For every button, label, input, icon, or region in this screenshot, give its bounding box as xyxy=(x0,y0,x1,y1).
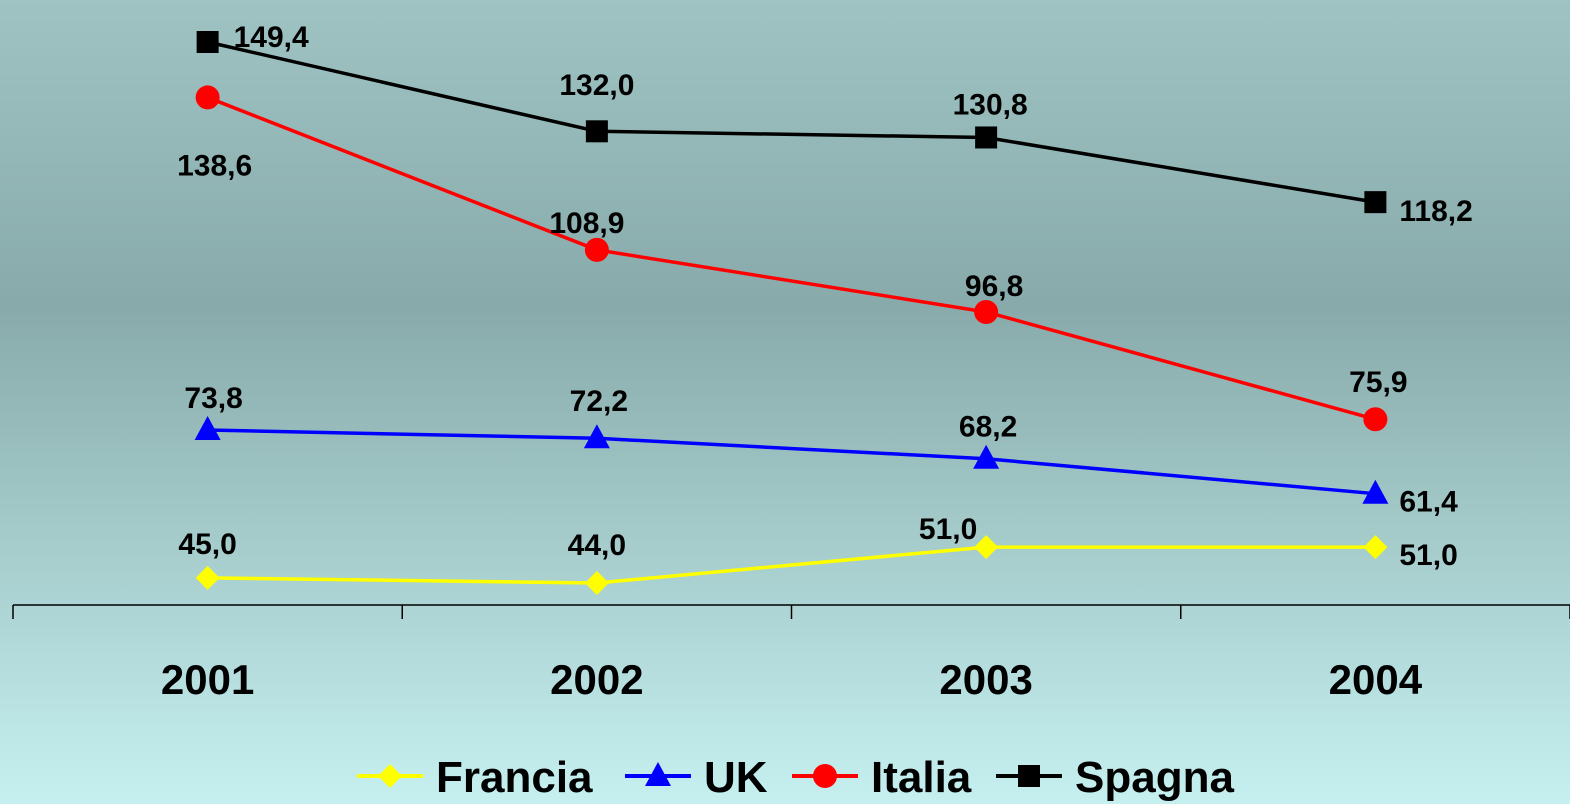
x-axis: 2001 2002 2003 2004 xyxy=(12,604,1570,703)
data-point-francia-2001 xyxy=(195,565,220,590)
legend-item-spagna: Spagna xyxy=(996,753,1234,802)
legend-label-francia: Francia xyxy=(436,753,593,802)
data-label-francia-2003: 51,0 xyxy=(919,513,977,546)
series-line-spagna xyxy=(207,40,1376,204)
data-point-uk-2001 xyxy=(194,416,221,441)
legend-marker-francia xyxy=(378,764,402,788)
data-point-spagna-2001 xyxy=(196,31,219,53)
series-uk: 73,8 72,2 68,2 61,4 xyxy=(184,382,1458,519)
data-point-spagna-2003 xyxy=(975,126,998,149)
data-label-uk-2004: 61,4 xyxy=(1399,486,1458,519)
data-point-italia-2002 xyxy=(584,237,609,262)
series-line-italia xyxy=(206,95,1376,421)
data-label-italia-2001: 138,6 xyxy=(177,149,252,182)
data-label-italia-2002: 108,9 xyxy=(549,207,624,240)
data-label-spagna-2004: 118,2 xyxy=(1399,195,1472,228)
x-tick-label-2002: 2002 xyxy=(550,656,643,703)
legend-marker-italia xyxy=(813,764,837,788)
data-label-spagna-2003: 130,8 xyxy=(953,88,1028,121)
data-point-uk-2004 xyxy=(1362,479,1389,504)
data-label-francia-2001: 45,0 xyxy=(178,528,236,561)
data-point-spagna-2004 xyxy=(1364,191,1387,214)
legend-label-uk: UK xyxy=(704,753,768,802)
legend-item-uk: UK xyxy=(625,753,768,802)
data-label-uk-2003: 68,2 xyxy=(959,411,1017,444)
data-point-spagna-2002 xyxy=(585,120,608,143)
data-point-francia-2003 xyxy=(974,535,999,560)
data-point-italia-2001 xyxy=(195,85,220,110)
series-italia: 138,6 108,9 96,8 75,9 xyxy=(177,85,1408,432)
data-point-uk-2002 xyxy=(583,424,610,449)
data-label-uk-2002: 72,2 xyxy=(570,385,628,418)
x-tick-label-2001: 2001 xyxy=(161,656,254,703)
data-point-francia-2002 xyxy=(584,571,609,595)
series-spagna: 149,4 132,0 130,8 118,2 xyxy=(196,21,1473,228)
legend-marker-spagna xyxy=(1018,765,1040,787)
series-francia: 45,0 44,0 51,0 51,0 xyxy=(178,513,1458,595)
legend: Francia UK Italia Spagna xyxy=(357,753,1234,802)
legend-marker-uk xyxy=(645,762,671,786)
plot-area: 45,0 44,0 51,0 51,0 73,8 72,2 68,2 61,4 138,6 108… xyxy=(177,21,1473,595)
data-label-uk-2001: 73,8 xyxy=(184,382,242,415)
data-label-spagna-2001: 149,4 xyxy=(234,21,309,54)
data-label-francia-2004: 51,0 xyxy=(1399,539,1457,572)
data-label-italia-2003: 96,8 xyxy=(965,270,1023,303)
legend-label-italia: Italia xyxy=(871,753,972,802)
legend-item-francia: Francia xyxy=(357,753,593,802)
x-tick-label-2004: 2004 xyxy=(1329,656,1423,703)
data-point-francia-2004 xyxy=(1363,535,1388,560)
data-point-italia-2003 xyxy=(974,299,999,324)
series-line-uk xyxy=(207,428,1376,496)
x-tick-label-2003: 2003 xyxy=(939,656,1032,703)
data-label-francia-2002: 44,0 xyxy=(568,529,626,562)
data-label-italia-2004: 75,9 xyxy=(1349,366,1407,399)
data-label-spagna-2002: 132,0 xyxy=(559,69,634,102)
data-point-italia-2004 xyxy=(1363,407,1388,432)
legend-label-spagna: Spagna xyxy=(1075,753,1234,802)
legend-item-italia: Italia xyxy=(792,753,972,802)
data-point-uk-2003 xyxy=(973,444,1000,469)
series-line-francia xyxy=(207,545,1376,585)
